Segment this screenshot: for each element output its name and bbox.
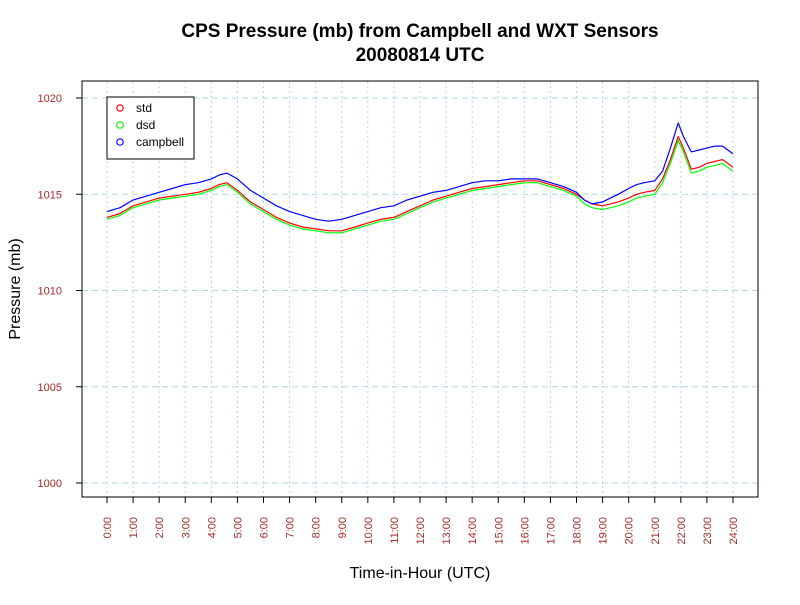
legend: std dsd campbell	[106, 96, 195, 160]
x-tick-label: 18:00	[572, 517, 584, 545]
series-line-dsd	[106, 139, 734, 234]
x-tick-label: 8:00	[311, 517, 323, 538]
x-tick-label: 4:00	[206, 517, 218, 538]
chart-title: CPS Pressure (mb) from Campbell and WXT …	[181, 21, 658, 42]
series-line-std	[106, 135, 734, 232]
x-axis-title: Time-in-Hour (UTC)	[350, 565, 491, 582]
legend-label-dsd: dsd	[136, 118, 155, 132]
x-tick-label: 24:00	[728, 517, 740, 545]
y-tick-label: 1005	[38, 382, 62, 394]
y-axis-title: Pressure (mb)	[7, 238, 24, 339]
x-tick-label: 9:00	[337, 517, 349, 538]
x-tick-label: 3:00	[180, 517, 192, 538]
series-lines	[106, 122, 734, 234]
x-tick-label: 7:00	[285, 517, 297, 538]
x-tick-label: 22:00	[676, 517, 688, 545]
x-tick-label: 14:00	[467, 517, 479, 545]
plot-frame	[81, 80, 759, 498]
chart-subtitle: 20080814 UTC	[356, 45, 485, 66]
x-tick-label: 2:00	[154, 517, 166, 538]
x-tick-label: 5:00	[232, 517, 244, 538]
x-tick-label: 12:00	[415, 517, 427, 545]
x-tick-label: 15:00	[493, 517, 505, 545]
legend-marker-std	[116, 104, 124, 112]
x-tick-label: 23:00	[702, 517, 714, 545]
legend-marker-dsd	[116, 121, 124, 129]
y-tick-label: 1020	[38, 93, 62, 105]
x-tick-label: 20:00	[624, 517, 636, 545]
x-tick-label: 17:00	[545, 517, 557, 545]
y-tick-label: 1015	[38, 189, 62, 201]
x-tick-label: 21:00	[650, 517, 662, 545]
x-tick-label: 19:00	[598, 517, 610, 545]
x-tick-label: 0:00	[102, 517, 114, 538]
axes: 1000 1005 1010 1015 1020 0:00 1:00 2:00 3:00 4:00…	[38, 93, 740, 545]
legend-label-campbell: campbell	[136, 135, 184, 149]
x-tick-label: 11:00	[389, 517, 401, 544]
y-tick-label: 1000	[38, 478, 62, 490]
series-line-campbell	[106, 122, 734, 222]
x-tick-label: 10:00	[363, 517, 375, 545]
legend-marker-campbell	[116, 138, 124, 146]
x-tick-label: 13:00	[441, 517, 453, 545]
y-tick-label: 1010	[38, 286, 62, 298]
legend-label-std: std	[136, 101, 152, 115]
x-tick-label: 1:00	[128, 517, 140, 538]
x-tick-label: 6:00	[259, 517, 271, 538]
x-tick-label: 16:00	[519, 517, 531, 545]
